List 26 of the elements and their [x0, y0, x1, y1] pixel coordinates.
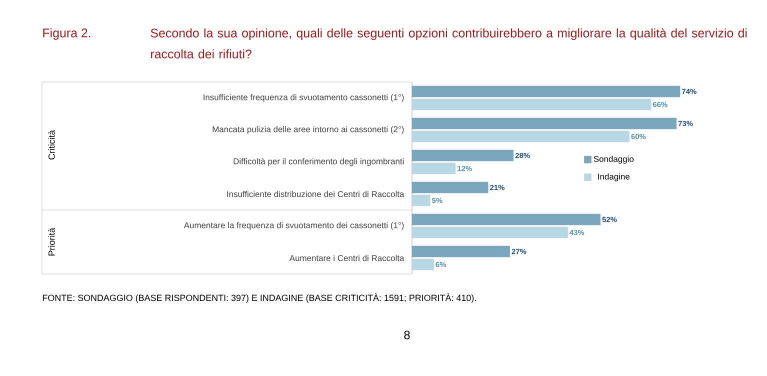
bar [412, 246, 510, 258]
bar [412, 98, 652, 110]
bar [412, 182, 488, 194]
legend-label: Sondaggio [594, 156, 634, 164]
bar [412, 130, 630, 142]
text: Figura 2. [43, 28, 90, 40]
bar [412, 258, 434, 270]
bar [412, 214, 601, 226]
bar [412, 86, 680, 98]
source-note: FONTE: SONDAGGIO (BASE RISPONDENTI: 397) E INDAGINE (BASE CRITICITÀ: 1591; PRIORITÀ: 410). [42, 293, 476, 303]
bar [412, 150, 514, 162]
text: Priorità [48, 228, 55, 256]
text: 8 [404, 330, 410, 340]
bar [412, 194, 430, 206]
y-tick-label: Aumentare la frequenza di svuotamento dei cassonetti (1°) [184, 222, 404, 230]
text: Criticità [48, 130, 55, 160]
y-tick-label: Insufficiente distribuzione dei Centri di Raccolta [227, 190, 404, 198]
y-tick-label: Insufficiente frequenza di svuotamento cassonetti (1°) [204, 94, 404, 102]
y-tick-label: Difficoltà per il conferimento degli ingombranti [234, 158, 404, 166]
y-tick-label: Mancata pulizia delle aree intorno ai cassonetti (2°) [212, 126, 404, 134]
bar [412, 226, 568, 238]
y-tick-label: Aumentare i Centri di Raccolta [289, 254, 404, 262]
chart-subtitle: Secondo la sua opinione, quali delle seguenti opzioni contribuirebbero a migliorare la qualità del servizio di raccolta dei rifiuti? [150, 28, 747, 58]
bar [412, 162, 456, 174]
bar [412, 118, 677, 130]
legend-label: Indagine [598, 173, 630, 182]
